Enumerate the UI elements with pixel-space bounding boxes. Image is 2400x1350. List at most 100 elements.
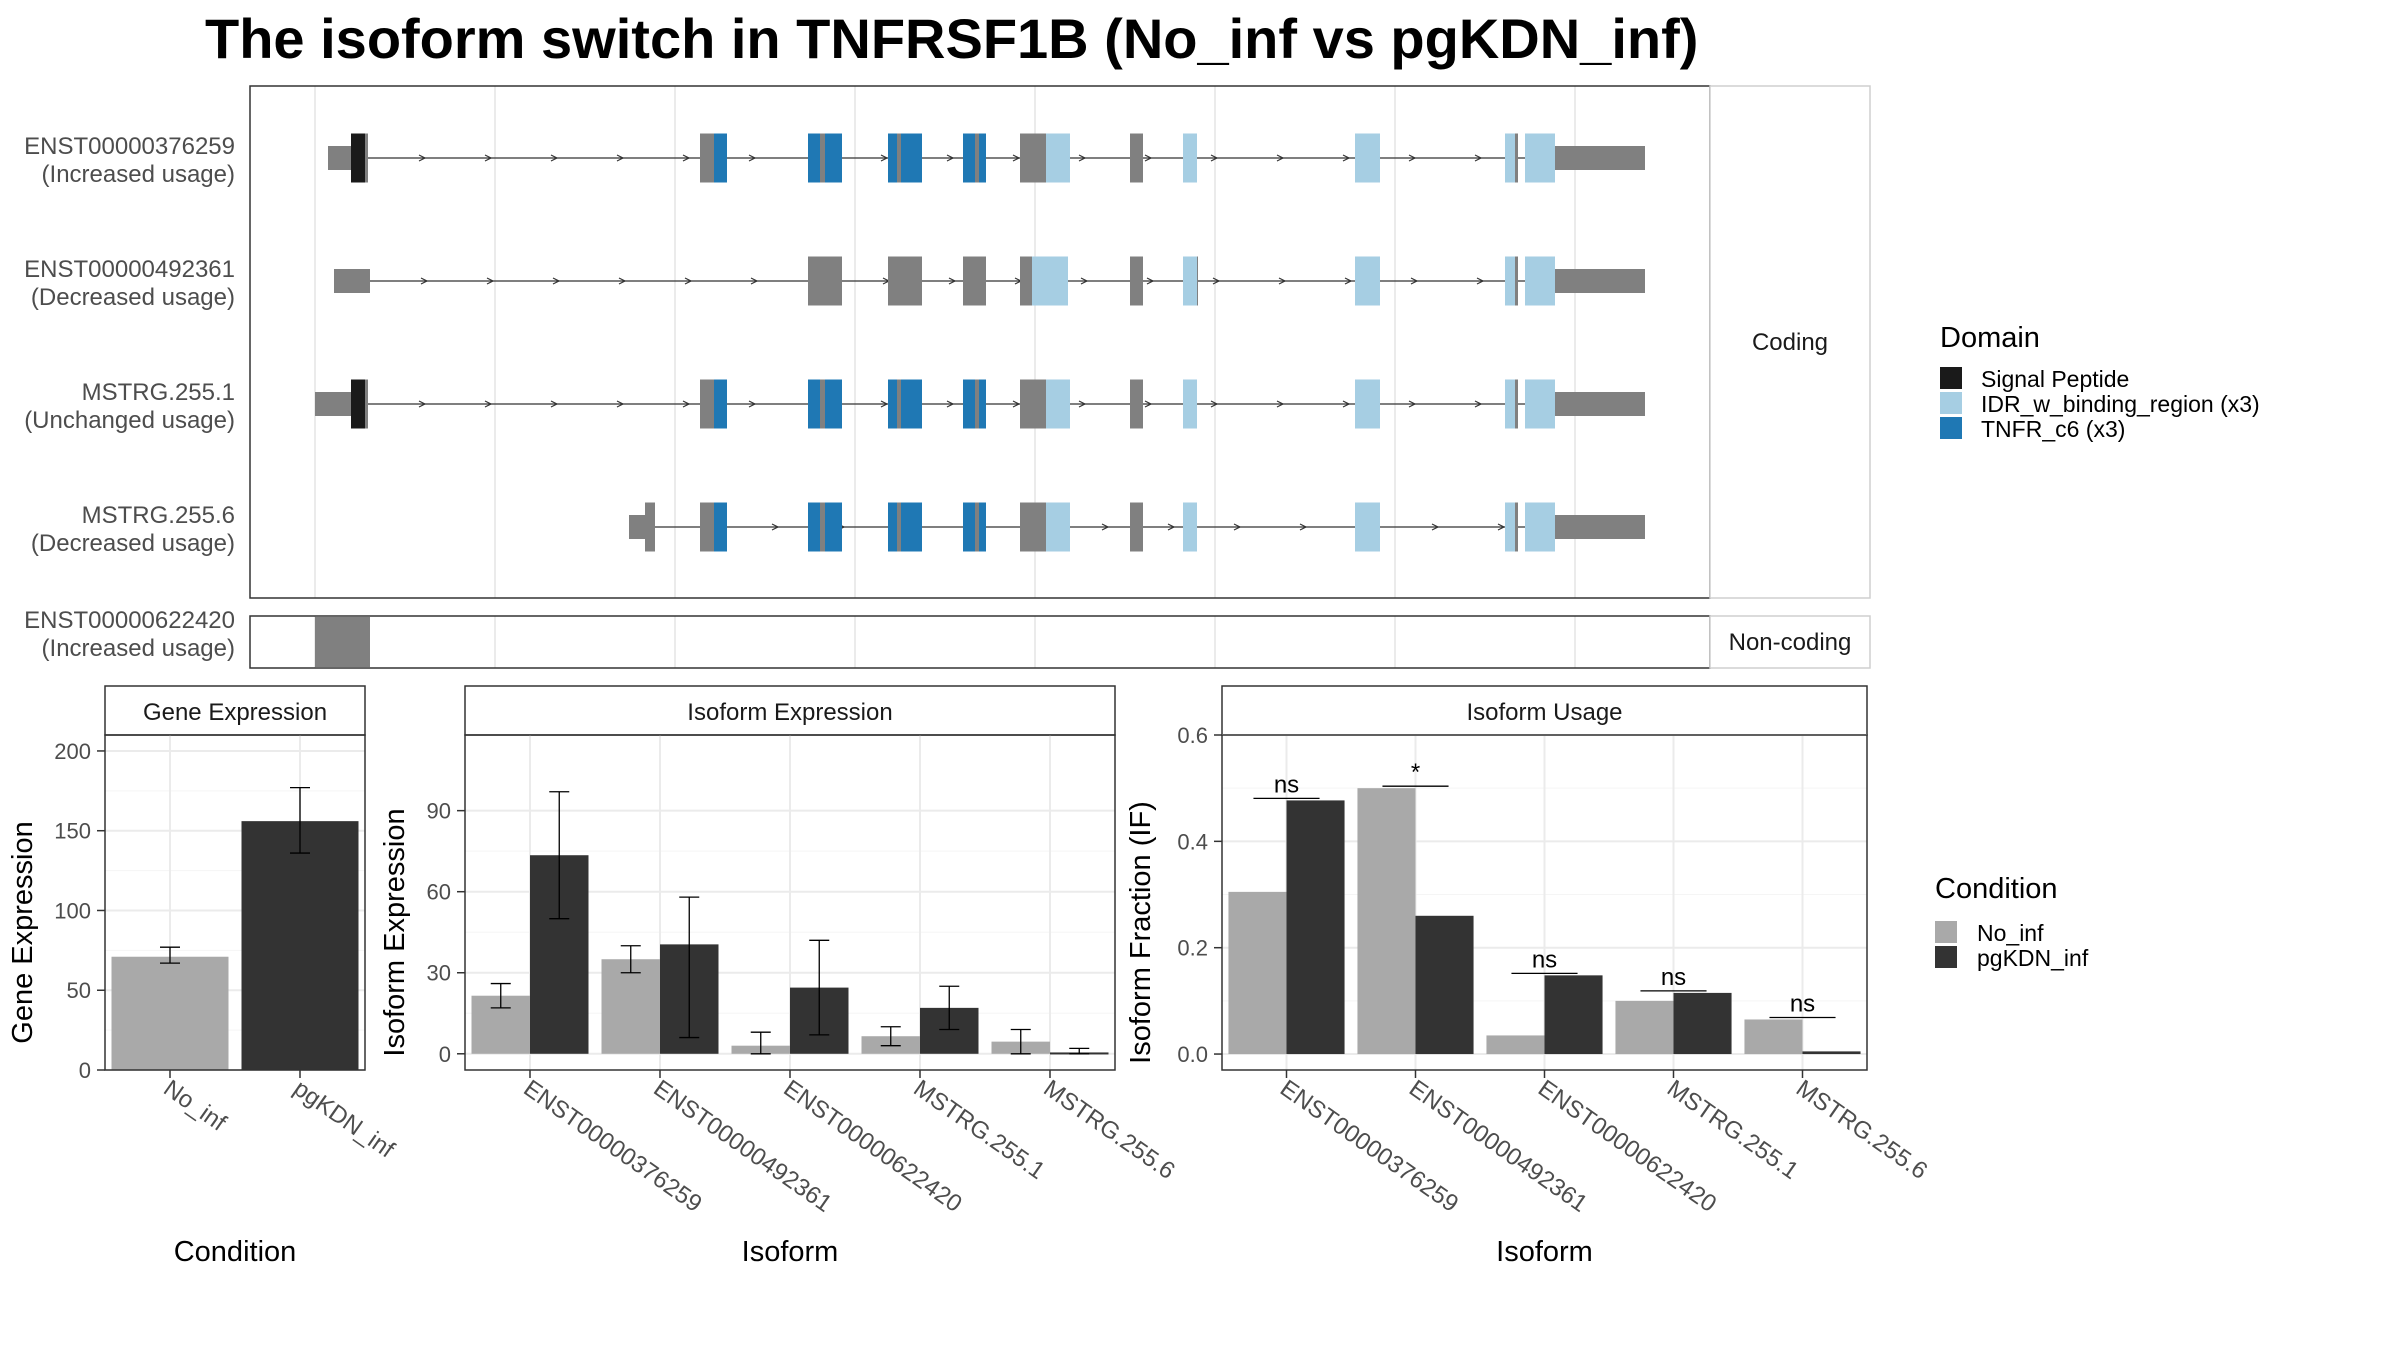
strand-arrow <box>552 277 561 285</box>
tnfr-domain <box>714 502 727 552</box>
exon-block <box>1130 256 1143 306</box>
idr-domain <box>1505 256 1515 306</box>
transcript-usage-label: (Decreased usage) <box>31 284 235 311</box>
legend-label-idr: IDR_w_binding_region (x3) <box>1981 391 2260 417</box>
strand-arrow <box>880 154 889 162</box>
idr-domain <box>1525 256 1555 306</box>
bar <box>1615 1000 1674 1055</box>
y-axis-title: Gene Expression <box>7 821 39 1043</box>
noncoding-panel-bg <box>250 616 1710 668</box>
strand-arrow <box>750 277 759 285</box>
exon-block <box>1555 515 1645 539</box>
strand-arrow <box>1233 523 1242 531</box>
y-tick-label: 0.0 <box>1177 1042 1208 1067</box>
strand-arrow <box>486 277 495 285</box>
strand-arrow <box>550 400 559 408</box>
idr-domain <box>1032 256 1068 306</box>
facet-label-coding: Coding <box>1752 329 1828 356</box>
signal-peptide-domain <box>351 133 365 183</box>
exon-junction <box>897 379 901 429</box>
bar <box>1744 1019 1803 1055</box>
idr-domain <box>1046 502 1070 552</box>
strand-arrow <box>948 277 957 285</box>
strand-arrow <box>1408 154 1417 162</box>
exon-block <box>700 502 716 552</box>
strand-arrow <box>1144 154 1153 162</box>
transcript-usage-label: (Decreased usage) <box>31 530 235 557</box>
legend-label-pgkdn-inf: pgKDN_inf <box>1977 945 2089 971</box>
transcript-id-label: MSTRG.255.1 <box>82 379 235 406</box>
exon-junction <box>975 379 979 429</box>
exon-junction <box>975 133 979 183</box>
exon-block <box>700 133 716 183</box>
signal-peptide-domain <box>351 379 365 429</box>
exon-junction <box>975 502 979 552</box>
strand-arrow <box>1342 400 1351 408</box>
tnfr-domain <box>714 133 727 183</box>
chart-panel-title: Isoform Expression <box>687 699 892 726</box>
domain-legend: Domain Signal Peptide IDR_w_binding_regi… <box>1940 322 2260 442</box>
exon-block <box>629 515 645 539</box>
tnfr-domain <box>963 133 986 183</box>
strand-arrow <box>484 400 493 408</box>
strand-arrow <box>1299 523 1308 531</box>
strand-arrow <box>1167 523 1176 531</box>
chart-panel-title: Gene Expression <box>143 699 327 726</box>
transcript-structure-panel: CodingNon-codingENST00000376259(Increase… <box>24 85 1871 669</box>
strand-arrow <box>550 154 559 162</box>
exon-junction <box>897 133 901 183</box>
chart-strip <box>1221 685 1868 736</box>
idr-domain <box>1525 502 1555 552</box>
bar <box>601 959 660 1054</box>
x-tick-label: pgKDN_inf <box>289 1075 400 1164</box>
strand-arrow <box>1144 400 1153 408</box>
x-axis-title: Isoform <box>742 1236 839 1268</box>
legend-key-tnfr <box>1940 417 1962 439</box>
strand-arrow <box>418 400 427 408</box>
strand-arrow <box>1146 277 1155 285</box>
tnfr-domain <box>714 379 727 429</box>
exon-junction <box>820 502 825 552</box>
bar <box>1357 788 1416 1055</box>
y-axis-title: Isoform Fraction (IF) <box>1125 801 1157 1064</box>
legend-label-signal-peptide: Signal Peptide <box>1981 366 2129 392</box>
strand-arrow <box>484 154 493 162</box>
idr-domain <box>1505 379 1515 429</box>
idr-domain <box>1525 379 1555 429</box>
chart-strip <box>464 685 1116 736</box>
tnfr-domain <box>963 502 986 552</box>
strand-arrow <box>880 400 889 408</box>
strand-arrow <box>616 400 625 408</box>
bar <box>1486 1035 1545 1055</box>
strand-arrow <box>616 154 625 162</box>
exon-block <box>1130 133 1143 183</box>
significance-label: ns <box>1532 946 1557 973</box>
strand-arrow <box>748 400 757 408</box>
exon-block <box>645 502 655 552</box>
bar-charts: Gene Expression 0 50 100 150 200 No_inf pgKDN_i… <box>7 685 1932 1268</box>
tnfr-domain <box>888 502 922 552</box>
x-tick-label: MSTRG.255.6 <box>1791 1075 1932 1185</box>
exon-block <box>315 617 370 667</box>
transcript-usage-label: (Increased usage) <box>42 161 235 188</box>
idr-domain <box>1183 502 1197 552</box>
bar <box>1544 975 1603 1055</box>
strand-arrow <box>748 154 757 162</box>
domain-legend-title: Domain <box>1940 322 2040 354</box>
idr-domain <box>1183 133 1197 183</box>
exon-block <box>1130 502 1143 552</box>
transcript-id-label: ENST00000622420 <box>24 607 235 634</box>
bar <box>1673 992 1732 1055</box>
y-axis-title: Isoform Expression <box>379 808 411 1056</box>
exon-junction <box>820 379 825 429</box>
exon-block <box>334 269 370 293</box>
legend-label-tnfr: TNFR_c6 (x3) <box>1981 416 2125 442</box>
facet-label-noncoding: Non-coding <box>1729 629 1852 656</box>
tnfr-domain <box>963 379 986 429</box>
strand-arrow <box>1431 523 1440 531</box>
strand-arrow <box>1474 400 1483 408</box>
idr-domain <box>1046 379 1070 429</box>
bar <box>1802 1051 1861 1055</box>
strand-arrow <box>1078 154 1087 162</box>
